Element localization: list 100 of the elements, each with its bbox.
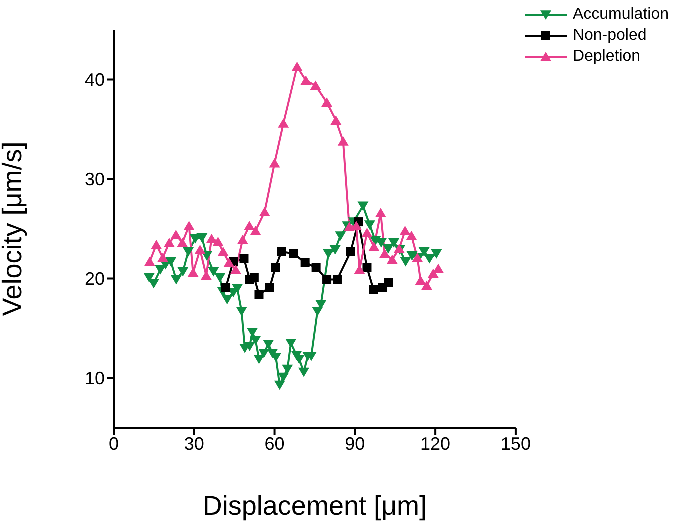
point [418,247,430,257]
point [382,244,394,254]
y-axis-title: Velocity [μm/s] [0,142,28,316]
point [214,273,226,283]
point [222,295,233,305]
point [170,230,182,240]
point [312,307,324,317]
point [263,340,274,350]
point [250,226,262,236]
point [244,221,256,230]
point [277,247,286,256]
point [254,290,264,300]
legend-label: Depletion [572,48,641,66]
point [282,364,294,374]
point [330,116,342,125]
point [258,348,270,358]
point [184,221,195,230]
point [322,275,332,284]
point [164,238,175,248]
point [148,279,160,289]
y-tick-label: 30 [84,170,105,190]
point [368,242,380,252]
point [424,254,436,264]
point [406,231,418,240]
point [144,273,155,283]
point [230,264,242,274]
point [196,234,208,243]
x-tick-label: 90 [345,434,366,454]
point [155,265,166,275]
point [244,342,256,352]
point [335,232,346,241]
point [170,275,182,285]
point [271,263,280,272]
point [224,258,235,268]
point [292,62,303,72]
point [177,238,188,248]
point [362,263,372,272]
x-tick-label: 30 [184,434,204,454]
point [351,221,362,230]
point [433,264,444,274]
point [232,284,244,294]
point [278,372,290,382]
point [236,307,248,317]
point [166,257,177,267]
point [428,268,439,278]
point [144,256,156,266]
point [332,275,342,284]
legend-label: Non-poled [572,26,647,44]
point [298,368,310,378]
point [212,236,224,246]
point [386,254,398,264]
point [208,267,220,277]
point [312,263,321,272]
point [362,228,373,238]
point [182,247,194,257]
point [310,80,322,90]
point [400,257,412,267]
point [364,220,376,230]
point [400,226,411,236]
y-tick-label: 20 [84,269,105,290]
point [322,98,333,108]
point [431,249,442,259]
x-tick-label: 0 [108,434,120,454]
point [369,285,378,294]
point [358,202,369,212]
point [415,276,426,286]
point [158,252,169,262]
legend-label: Accumulation [572,6,669,24]
y-tick-label: 40 [84,70,105,90]
point [388,238,400,248]
point [250,336,262,346]
point [240,254,249,264]
point [250,273,259,282]
point [254,354,265,364]
point [218,246,229,256]
point [384,278,394,288]
point [222,283,231,292]
point [151,240,162,250]
x-tick-label: 120 [420,434,451,454]
x-tick-label: 150 [500,434,531,454]
point [269,158,280,168]
point [289,249,298,258]
point [237,234,248,244]
x-tick-label: 60 [264,434,285,454]
point [300,258,310,268]
point [323,249,334,259]
point [294,354,305,364]
point [338,136,349,146]
point [375,208,386,218]
x-axis-title: Displacement [μm] [202,491,428,521]
point [406,251,418,261]
point [286,339,297,348]
point [300,76,312,86]
y-tick-label: 10 [84,368,105,389]
point [346,247,356,256]
point [379,248,390,258]
point [274,380,286,390]
point [421,280,432,290]
point [194,244,206,254]
point [265,283,274,292]
